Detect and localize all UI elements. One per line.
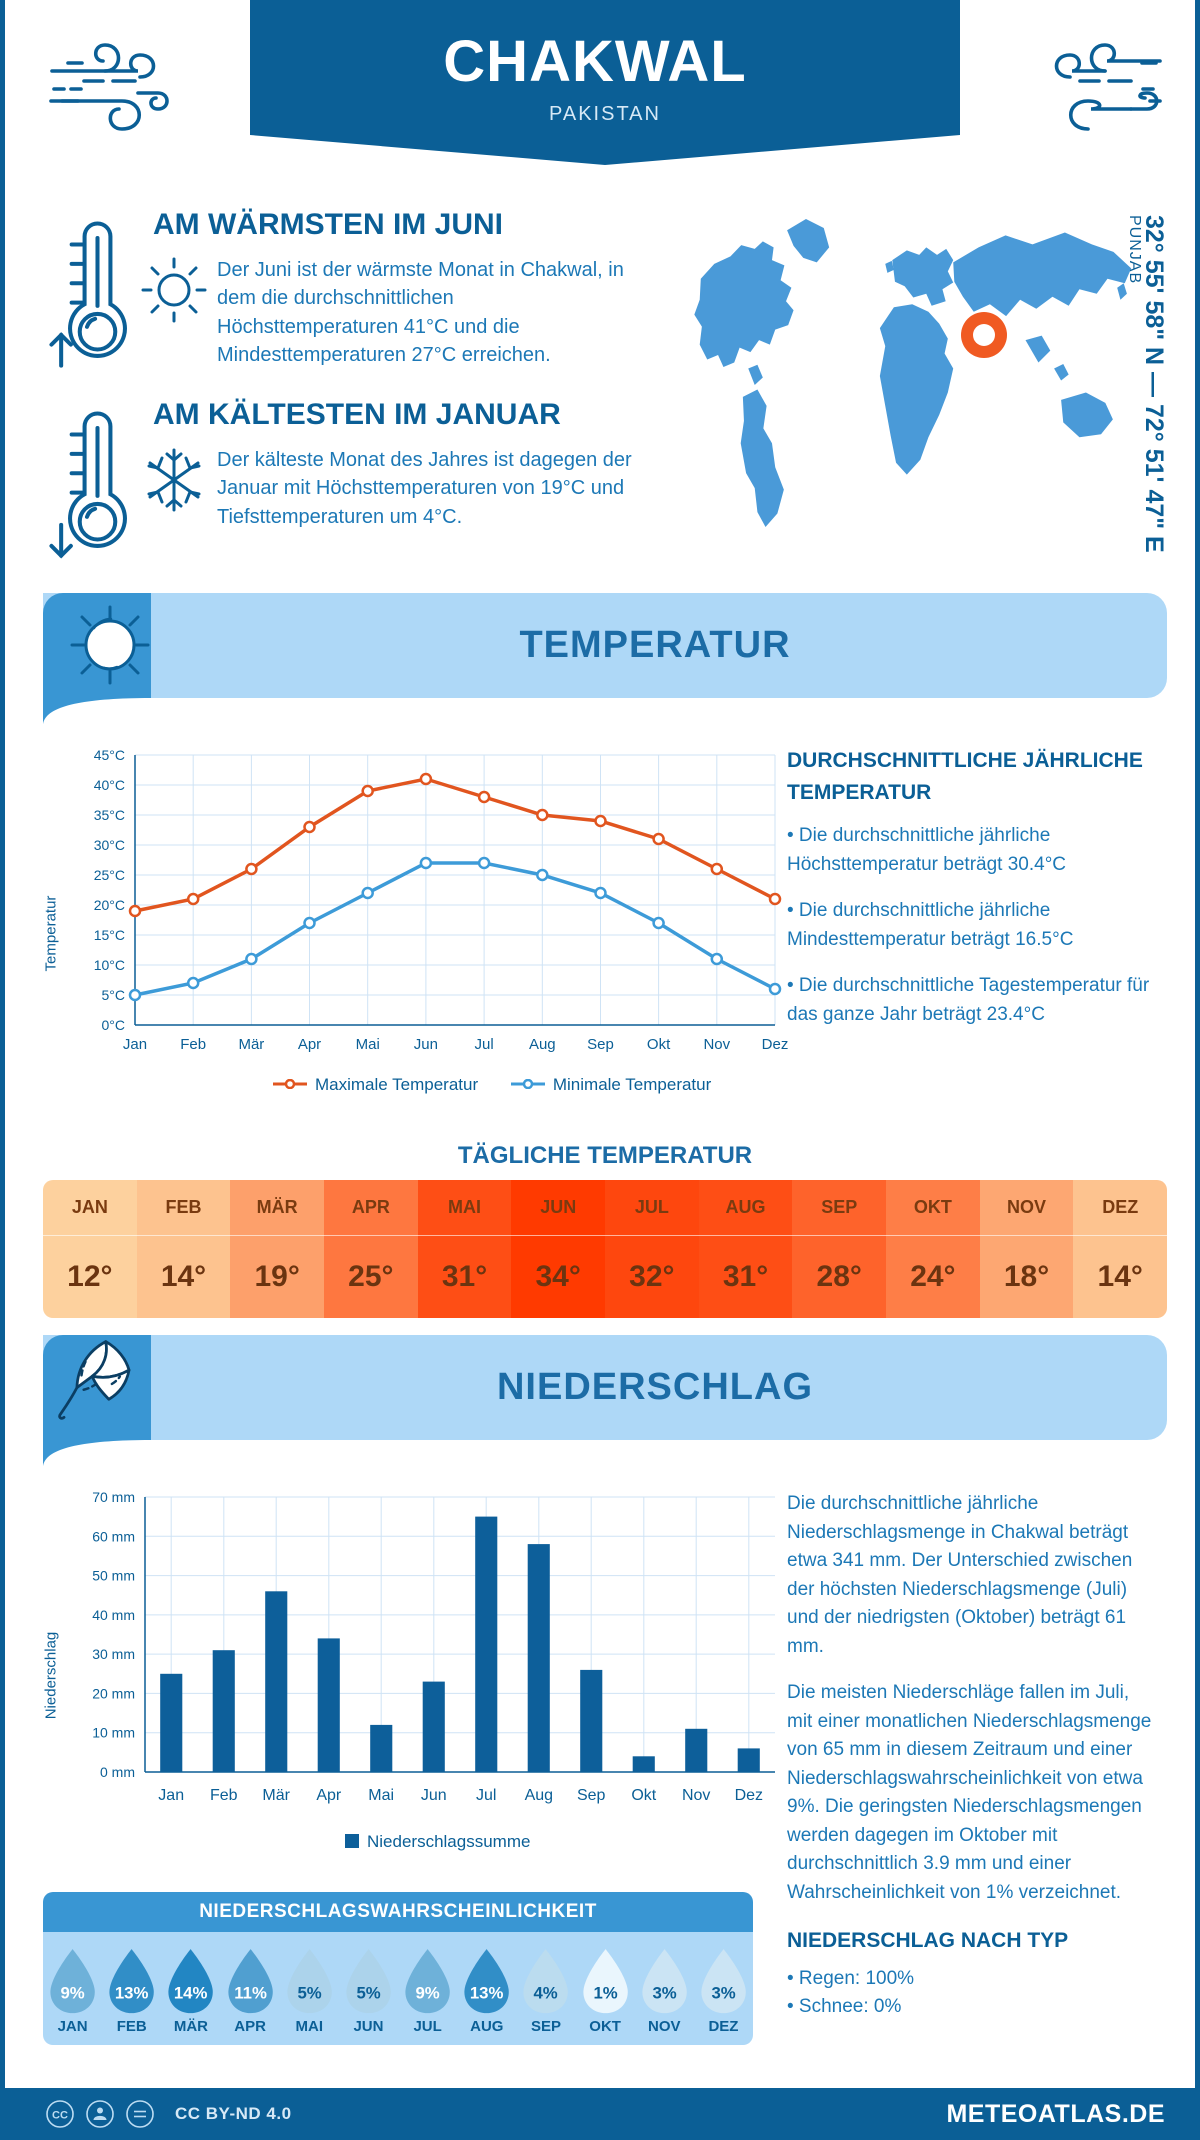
svg-text:Jul: Jul [476,1787,496,1804]
svg-text:1%: 1% [593,1983,617,2002]
svg-text:40 mm: 40 mm [92,1607,135,1623]
svg-text:5°C: 5°C [102,987,126,1003]
svg-text:Mai: Mai [356,1036,380,1053]
svg-text:4%: 4% [534,1983,558,2002]
svg-text:11%: 11% [234,1983,267,2002]
svg-text:30°C: 30°C [94,837,125,853]
svg-text:Jul: Jul [475,1036,494,1053]
svg-text:Mai: Mai [368,1787,394,1804]
svg-text:Sep: Sep [587,1036,614,1053]
svg-text:Nov: Nov [703,1036,730,1053]
svg-text:13%: 13% [470,1983,504,2002]
svg-text:Apr: Apr [316,1787,342,1804]
svg-text:20 mm: 20 mm [92,1685,135,1701]
svg-text:0°C: 0°C [102,1017,126,1033]
svg-text:Jun: Jun [414,1036,438,1053]
svg-text:60 mm: 60 mm [92,1528,135,1544]
svg-text:3%: 3% [652,1983,676,2002]
svg-text:3%: 3% [711,1983,735,2002]
svg-text:5%: 5% [297,1983,321,2002]
svg-text:Feb: Feb [180,1036,206,1053]
svg-text:40°C: 40°C [94,777,125,793]
svg-text:70 mm: 70 mm [92,1489,135,1505]
svg-text:Nov: Nov [682,1787,710,1804]
svg-text:Aug: Aug [529,1036,556,1053]
svg-text:Feb: Feb [210,1787,238,1804]
svg-text:Okt: Okt [631,1787,656,1804]
svg-text:10°C: 10°C [94,957,125,973]
svg-text:Mär: Mär [238,1036,264,1053]
svg-text:Mär: Mär [262,1787,290,1804]
svg-text:30 mm: 30 mm [92,1646,135,1662]
svg-text:Okt: Okt [647,1036,671,1053]
svg-text:Sep: Sep [577,1787,606,1804]
svg-text:Dez: Dez [735,1787,763,1804]
svg-text:5%: 5% [356,1983,380,2002]
svg-text:50 mm: 50 mm [92,1568,135,1584]
svg-text:Jan: Jan [123,1036,147,1053]
svg-text:15°C: 15°C [94,927,125,943]
svg-text:9%: 9% [60,1983,84,2002]
svg-text:0 mm: 0 mm [100,1764,135,1780]
svg-text:Jun: Jun [421,1787,447,1804]
svg-text:10 mm: 10 mm [92,1725,135,1741]
svg-text:35°C: 35°C [94,807,125,823]
svg-text:Jan: Jan [158,1787,184,1804]
svg-text:Apr: Apr [298,1036,321,1053]
svg-text:Aug: Aug [525,1787,553,1804]
svg-text:45°C: 45°C [94,747,125,763]
svg-text:25°C: 25°C [94,867,125,883]
svg-text:13%: 13% [115,1983,149,2002]
svg-text:Dez: Dez [762,1036,789,1053]
svg-text:20°C: 20°C [94,897,125,913]
svg-text:14%: 14% [174,1983,208,2002]
svg-text:9%: 9% [416,1983,440,2002]
svg-text:CC: CC [52,2110,68,2122]
